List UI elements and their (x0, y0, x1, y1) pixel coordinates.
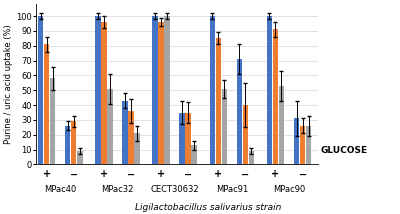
Bar (294, 119, 299, 165)
Bar (222, 89, 227, 165)
Bar (158, 22, 164, 165)
Bar (186, 113, 191, 165)
Text: MPac90: MPac90 (273, 185, 305, 194)
Bar (306, 126, 311, 165)
Bar (77, 151, 82, 165)
Bar (101, 22, 106, 165)
Bar (164, 16, 170, 165)
Bar (180, 113, 185, 165)
Bar (152, 16, 158, 165)
Bar (107, 89, 113, 165)
Bar (243, 105, 248, 165)
Bar (122, 101, 128, 165)
Bar (192, 145, 197, 165)
Text: Ligilactobacillus salivarius strain: Ligilactobacillus salivarius strain (135, 203, 281, 212)
Bar (300, 126, 305, 165)
Bar (249, 151, 254, 165)
Bar (95, 16, 100, 165)
Text: GLUCOSE: GLUCOSE (320, 146, 368, 155)
Bar (50, 78, 56, 165)
Bar (210, 16, 215, 165)
Bar (267, 16, 272, 165)
Bar (65, 126, 70, 165)
Bar (134, 133, 140, 165)
Bar (273, 29, 278, 165)
Text: CECT30632: CECT30632 (150, 185, 199, 194)
Bar (237, 59, 242, 165)
Y-axis label: Purine / uric acid uptake (%): Purine / uric acid uptake (%) (4, 24, 13, 144)
Text: MPac32: MPac32 (101, 185, 134, 194)
Bar (38, 16, 43, 165)
Bar (44, 44, 50, 165)
Bar (216, 38, 221, 165)
Bar (279, 86, 284, 165)
Text: MPac40: MPac40 (44, 185, 76, 194)
Text: MPac91: MPac91 (216, 185, 248, 194)
Bar (71, 121, 76, 165)
Bar (128, 111, 134, 165)
